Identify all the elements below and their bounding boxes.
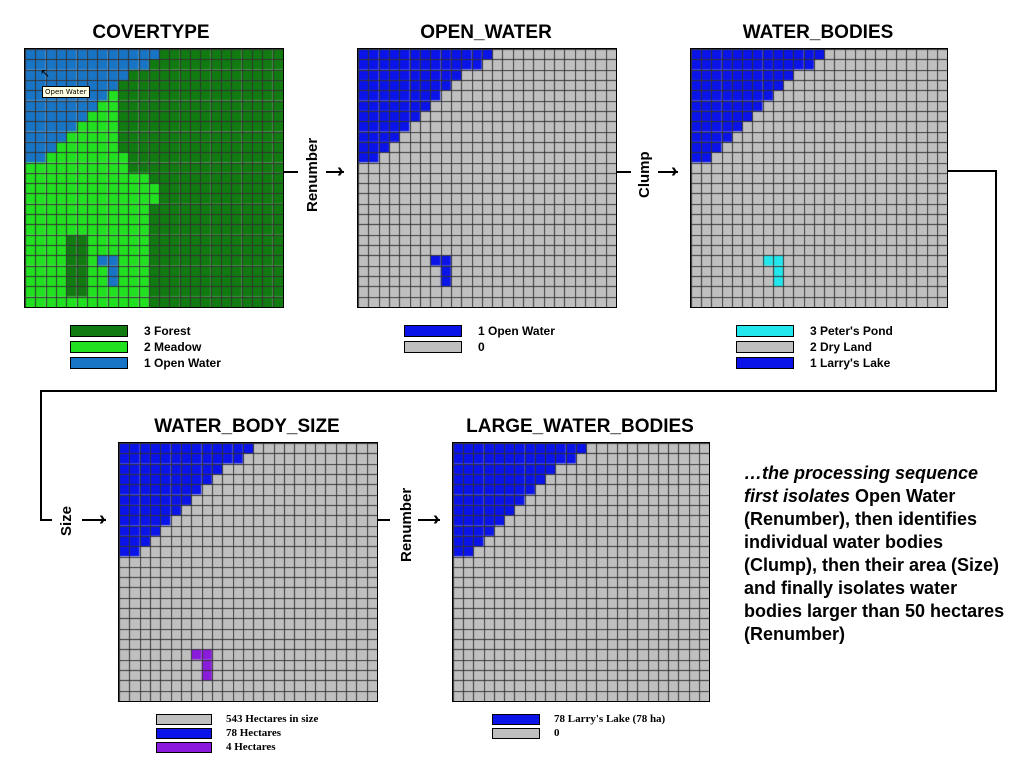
panel-title-covertype: COVERTYPE <box>92 22 210 43</box>
legend-label: 2 Dry Land <box>810 340 873 354</box>
connector-line <box>82 519 106 521</box>
legend-item: 3 Forest <box>70 323 221 339</box>
arrow-right-icon: › <box>99 508 106 530</box>
cursor-icon: ↖ <box>40 66 51 80</box>
legend-label: 0 <box>478 340 485 354</box>
caption-part: …the processing sequence first isolates <box>744 463 979 506</box>
tooltip: Open Water <box>42 86 90 98</box>
map-water-bodies <box>690 48 948 308</box>
caption-text: …the processing sequence first isolates … <box>744 462 1006 646</box>
legend-item: 4 Hectares <box>156 740 318 754</box>
operation-label-clump: Clump <box>636 151 653 198</box>
connector-line <box>948 170 997 172</box>
legend-item: 2 Dry Land <box>736 339 893 355</box>
legend-item: 1 Open Water <box>404 323 555 339</box>
legend-item: 78 Larry's Lake (78 ha) <box>492 712 665 726</box>
arrow-right-icon: › <box>671 160 678 182</box>
connector-line <box>995 170 997 392</box>
panel-title-large-water-bodies: LARGE_WATER_BODIES <box>466 416 694 437</box>
legend-water-bodies: 3 Peter's Pond 2 Dry Land 1 Larry's Lake <box>736 323 893 371</box>
legend-label: 543 Hectares in size <box>226 713 319 725</box>
legend-swatch <box>736 325 794 337</box>
legend-swatch <box>156 727 212 739</box>
arrow-right-icon: › <box>433 508 440 530</box>
legend-item: 0 <box>404 339 555 355</box>
legend-label: 3 Peter's Pond <box>810 324 893 338</box>
legend-swatch <box>70 357 128 369</box>
legend-item: 543 Hectares in size <box>156 712 318 726</box>
legend-label: 78 Larry's Lake (78 ha) <box>554 713 666 725</box>
connector-line <box>617 171 631 173</box>
legend-swatch <box>736 357 794 369</box>
legend-large-water-bodies: 78 Larry's Lake (78 ha) 0 <box>492 712 665 740</box>
arrow-right-icon: › <box>337 160 344 182</box>
legend-label: 1 Open Water <box>478 324 555 338</box>
legend-item: 0 <box>492 726 665 740</box>
legend-label: 3 Forest <box>144 324 191 338</box>
map-water-body-size <box>118 442 378 702</box>
legend-swatch <box>404 325 462 337</box>
legend-item: 2 Meadow <box>70 339 221 355</box>
legend-swatch <box>70 341 128 353</box>
map-large-water-bodies <box>452 442 710 702</box>
legend-swatch <box>404 341 462 353</box>
legend-item: 1 Larry's Lake <box>736 355 893 371</box>
connector-line <box>378 519 390 521</box>
legend-label: 78 Hectares <box>226 727 282 739</box>
legend-label: 0 <box>554 727 560 739</box>
legend-water-body-size: 543 Hectares in size 78 Hectares 4 Hecta… <box>156 712 318 754</box>
connector-line <box>40 390 997 392</box>
legend-label: 1 Larry's Lake <box>810 356 891 370</box>
panel-title-water-bodies: WATER_BODIES <box>742 22 894 43</box>
operation-label-renumber-2: Renumber <box>398 487 415 562</box>
legend-swatch <box>156 741 212 753</box>
legend-swatch <box>70 325 128 337</box>
caption-part: Open Water <box>855 486 956 506</box>
operation-label-size: Size <box>58 505 75 536</box>
legend-open-water: 1 Open Water 0 <box>404 323 555 355</box>
connector-line <box>284 171 298 173</box>
connector-line <box>658 171 678 173</box>
panel-title-open-water: OPEN_WATER <box>420 22 552 43</box>
legend-swatch <box>156 713 212 725</box>
caption-part: (Renumber), then identifies individual w… <box>744 509 1005 644</box>
legend-item: 3 Peter's Pond <box>736 323 893 339</box>
legend-label: 2 Meadow <box>144 340 202 354</box>
operation-label-renumber-1: Renumber <box>304 137 321 212</box>
legend-label: 1 Open Water <box>144 356 221 370</box>
legend-item: 78 Hectares <box>156 726 318 740</box>
legend-item: 1 Open Water <box>70 355 221 371</box>
map-open-water <box>357 48 617 308</box>
connector-line <box>40 390 42 520</box>
connector-line <box>40 519 52 521</box>
legend-label: 4 Hectares <box>226 741 276 753</box>
legend-swatch <box>492 713 540 725</box>
panel-title-water-body-size: WATER_BODY_SIZE <box>154 416 340 437</box>
legend-swatch <box>492 727 540 739</box>
connector-line <box>326 171 344 173</box>
legend-covertype: 3 Forest 2 Meadow 1 Open Water <box>70 323 221 371</box>
connector-line <box>418 519 440 521</box>
legend-swatch <box>736 341 794 353</box>
